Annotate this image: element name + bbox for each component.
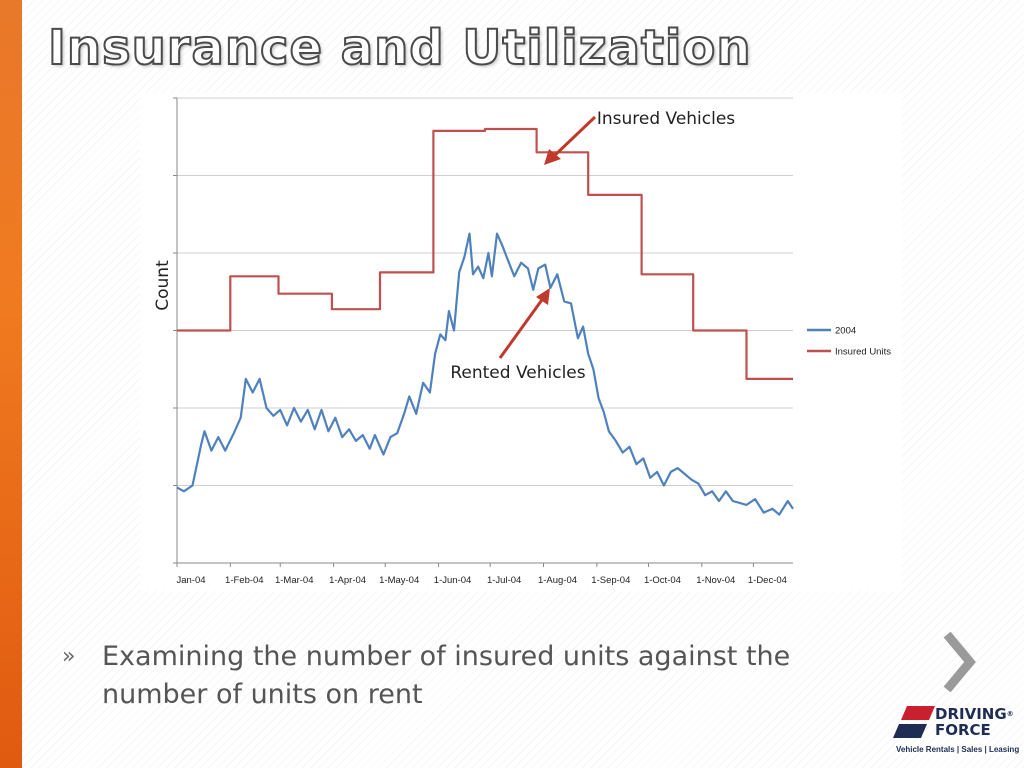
legend-label: 2004 [835, 326, 856, 337]
logo-mark-icon [893, 706, 935, 738]
annotations: Insured Vehicles Rented Vehicles [450, 109, 735, 383]
y-axis-label: Count [153, 260, 173, 311]
axes: Jan-04 1-Feb-04 1-Mar-04 1-Apr-04 1-May-04 1-… [153, 97, 793, 586]
series-line-2004 [176, 232, 794, 516]
logo-tagline: Vehicle Rentals | Sales | Leasing [896, 745, 1020, 754]
x-tick-label: 1-Aug-04 [538, 575, 577, 586]
x-tick-label: 1-Jun-04 [434, 575, 472, 586]
x-tick-label: 1-Oct-04 [644, 575, 681, 586]
series [176, 127, 794, 516]
arrow-rented-vehicles [498, 288, 550, 359]
logo-line1: DRIVING® [935, 705, 1014, 723]
logo-line2: FORCE [935, 721, 991, 739]
x-tick-label: 1-Dec-04 [748, 575, 787, 586]
chevron-right-icon [943, 631, 976, 693]
annotation-rented-vehicles: Rented Vehicles [450, 363, 585, 383]
orange-accent-bar [0, 0, 22, 768]
slide-title: Insurance and Utilization [47, 19, 752, 77]
bullet-text: Examining the number of insured units ag… [102, 641, 791, 710]
x-tick-label: 1-Mar-04 [275, 575, 314, 586]
bullet-point: » Examining the number of insured units … [62, 638, 882, 714]
arrow-insured-vehicles [544, 115, 597, 165]
x-tick-label: 1-Jul-04 [487, 575, 521, 586]
driving-force-logo: DRIVING® FORCE Vehicle Rentals | Sales |… [893, 704, 1020, 762]
legend-label: Insured Units [835, 347, 891, 358]
legend: 2004 Insured Units [807, 326, 891, 358]
next-slide-button[interactable] [940, 631, 980, 693]
chart-panel: Jan-04 1-Feb-04 1-Mar-04 1-Apr-04 1-May-04 1-… [140, 93, 902, 591]
x-tick-label: 1-Sep-04 [591, 575, 630, 586]
x-tick-label: 1-Apr-04 [329, 575, 366, 586]
x-tick-label: 1-Feb-04 [225, 575, 264, 586]
line-chart: Jan-04 1-Feb-04 1-Mar-04 1-Apr-04 1-May-04 1-… [153, 97, 891, 586]
series-line-insured-units [177, 127, 793, 380]
bullet-marker: » [62, 644, 76, 669]
annotation-insured-vehicles: Insured Vehicles [597, 109, 735, 129]
x-tick-label: Jan-04 [176, 575, 205, 586]
x-tick-label: 1-May-04 [379, 575, 419, 586]
x-tick-label: 1-Nov-04 [696, 575, 735, 586]
grid-lines [177, 97, 793, 486]
